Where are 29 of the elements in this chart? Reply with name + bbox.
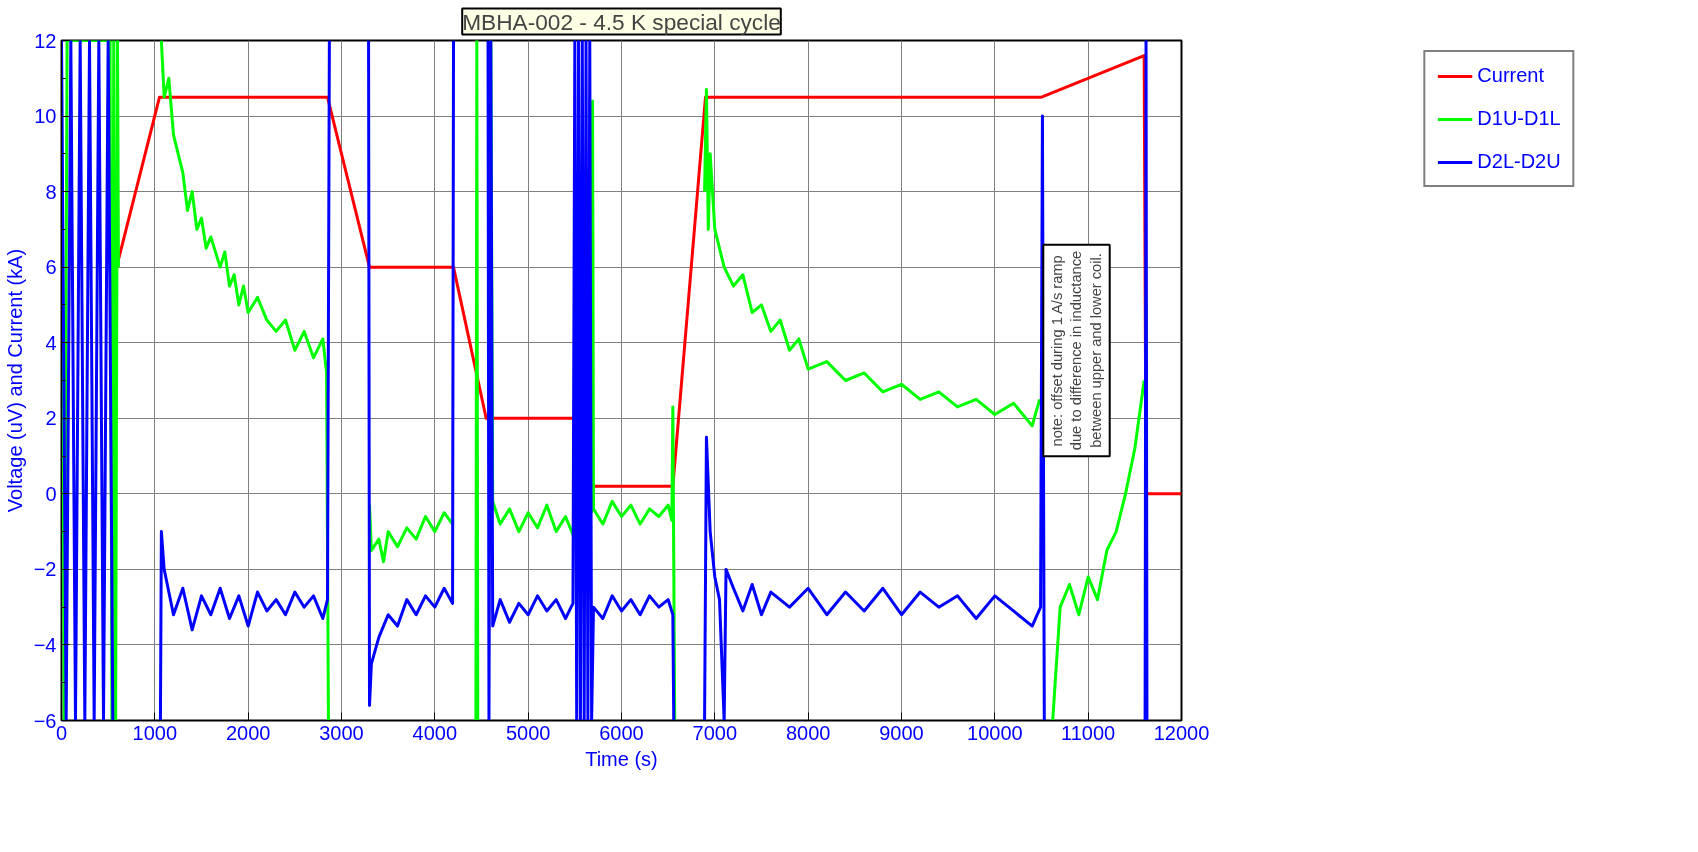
- x-tick-label: 8000: [785, 721, 831, 744]
- x-tick-label: 3000: [319, 721, 364, 744]
- y-tick-label: 2: [45, 407, 57, 430]
- x-tick-label: 4000: [412, 721, 458, 744]
- x-tick-label: 7000: [692, 721, 738, 744]
- legend-label: D1U-D1L: [1477, 107, 1561, 130]
- x-tick-label: 6000: [599, 721, 644, 744]
- legend-label: D2L-D2U: [1477, 150, 1561, 173]
- x-tick-label: 2000: [225, 721, 271, 744]
- x-tick-label: 11000: [1061, 721, 1116, 744]
- y-tick-label: 8: [45, 180, 57, 203]
- y-tick-label: 4: [45, 331, 57, 354]
- x-tick-label: 9000: [879, 721, 924, 744]
- y-tick-label: 12: [34, 29, 57, 52]
- y-tick-label: 6: [45, 256, 57, 279]
- y-tick-label: 10: [34, 105, 57, 128]
- annotation: note: offset during 1 A/s ramp due to difference in inductance between upper and lower coil.: [1049, 250, 1104, 451]
- y-tick-label: −4: [33, 633, 57, 656]
- y-tick-label: 0: [45, 482, 57, 505]
- y-tick-label: −2: [33, 558, 57, 581]
- legend-label: Current: [1477, 64, 1545, 87]
- x-tick-label: 12000: [1153, 721, 1210, 744]
- x-tick-label: 1000: [132, 721, 178, 744]
- chart-title: MBHA-002 - 4.5 K special cycle: [462, 8, 781, 35]
- x-axis-title: Time (s): [585, 747, 658, 770]
- x-tick-label: 10000: [967, 721, 1023, 744]
- x-tick-label: 5000: [505, 721, 551, 744]
- y-tick-label: −6: [33, 709, 57, 732]
- y-axis-title: Voltage (uV) and Current (kA): [3, 248, 26, 513]
